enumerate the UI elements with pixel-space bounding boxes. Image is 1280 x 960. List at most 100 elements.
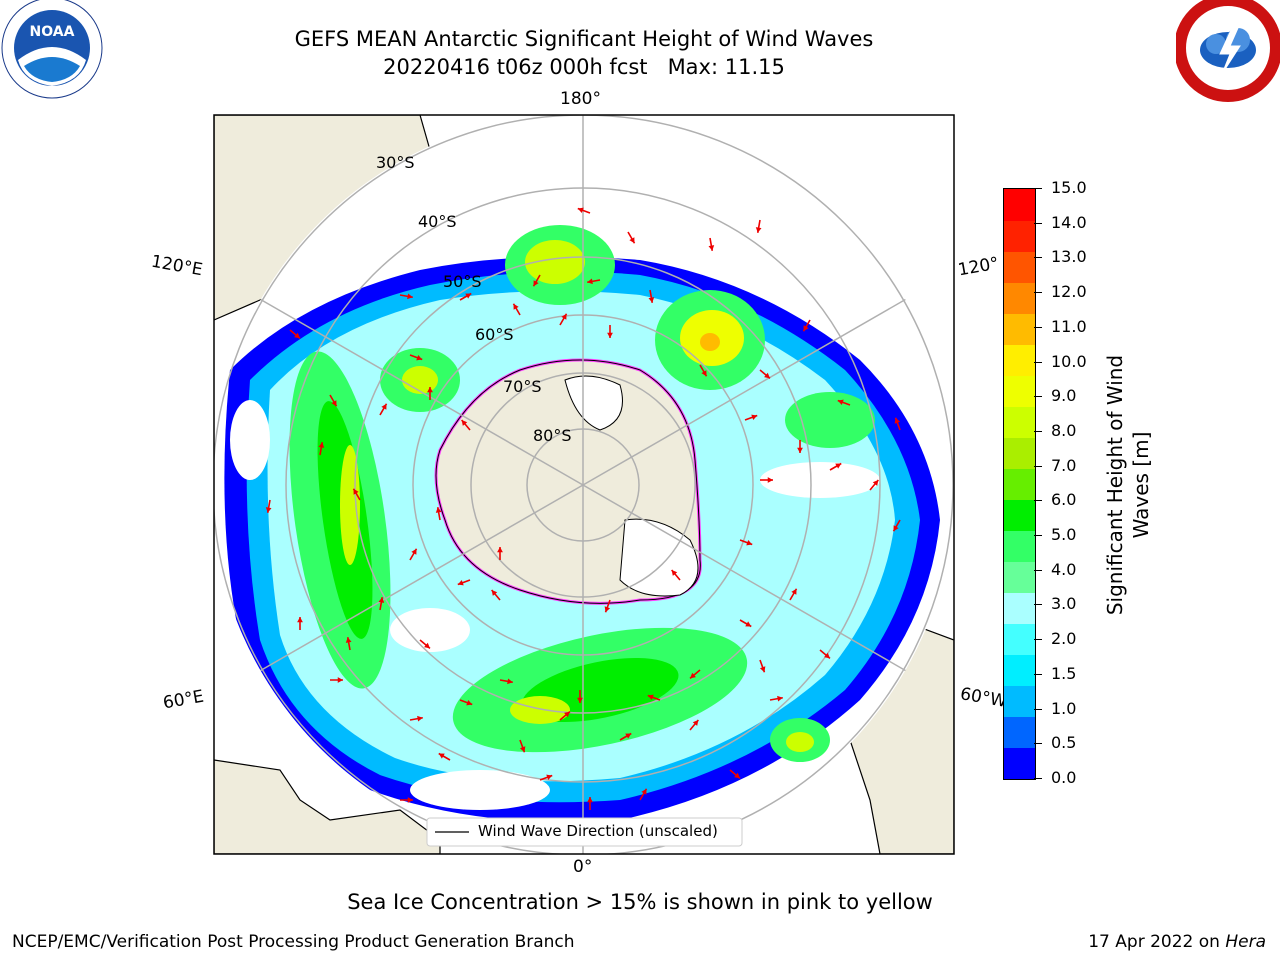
colorbar-tick [1034, 604, 1042, 606]
footer-date-text: 17 Apr 2022 on [1088, 932, 1226, 952]
colorbar-tick-label: 7.0 [1051, 455, 1077, 475]
wind-arrow-head [734, 772, 740, 779]
wind-arrow-head [416, 354, 423, 361]
wind-arrow-head [337, 677, 343, 683]
colorbar-tick [1034, 292, 1042, 294]
footer-credit: NCEP/EMC/Verification Post Processing Pr… [12, 932, 575, 952]
chart-subtitle: 20220416 t06z 000h fcst Max: 11.15 [383, 55, 785, 79]
colorbar-tick-label: 15.0 [1051, 178, 1087, 197]
wind-arrow-head [417, 715, 423, 722]
wind-arrow-head [641, 788, 647, 795]
wind-arrow-head [751, 414, 758, 421]
colorbar-tick-label: 14.0 [1051, 212, 1087, 232]
lat-label-80s: 80°S [533, 426, 572, 445]
wind-arrow-head [671, 570, 678, 576]
legend [426, 817, 743, 847]
colorbar-tick-label: 13.0 [1051, 247, 1087, 267]
wind-arrow-head [407, 797, 413, 803]
wind-arrow-head [745, 621, 752, 627]
wind-arrow-head [297, 617, 303, 623]
colorbar-tick [1034, 639, 1042, 641]
lat-label-60s: 60°S [475, 325, 514, 344]
wind-arrow-head [803, 325, 809, 332]
colorbar-tick-label: 3.0 [1051, 594, 1077, 614]
colorbar-tick [1034, 222, 1042, 224]
footer-host: Hera [1225, 932, 1266, 952]
wind-arrow-head [587, 278, 593, 285]
wind-arrow-head [835, 463, 842, 469]
wind-arrow-head [629, 237, 635, 244]
wind-arrow-head [465, 293, 472, 299]
colorbar-tick [1034, 326, 1042, 328]
colorbar-segment [1004, 437, 1035, 469]
colorbar-tick [1034, 188, 1042, 189]
wind-arrow-head [331, 400, 337, 407]
wind-arrow-head [564, 711, 570, 718]
colorbar-tick-label: 0.0 [1051, 768, 1077, 787]
colorbar-tick [1034, 257, 1042, 259]
wind-arrow-head [407, 293, 413, 300]
map-frame [213, 114, 955, 855]
colorbar-tick-label: 5.0 [1051, 525, 1077, 545]
wind-arrow-head [381, 403, 387, 410]
colorbar-tick [1034, 535, 1042, 537]
wind-arrow-head [746, 539, 753, 546]
legend-text: Wind Wave Direction (unscaled) [478, 822, 718, 840]
colorbar-tick [1034, 708, 1042, 710]
wind-arrow-head [872, 480, 879, 486]
colorbar-segment [1004, 592, 1035, 625]
wind-arrow-head [353, 488, 359, 495]
colorbar-tick [1034, 743, 1042, 745]
colorbar-segment [1004, 282, 1035, 314]
colorbar-segment [1004, 313, 1035, 345]
colorbar-segment [1004, 344, 1035, 376]
wind-arrow-head [466, 699, 473, 706]
colorbar-segment [1004, 623, 1035, 656]
wind-arrow-head [427, 387, 433, 393]
chart-title: GEFS MEAN Antarctic Significant Height o… [294, 27, 874, 51]
wave-height-maxima [289, 225, 875, 762]
national-weather-service-logo [1176, 0, 1280, 102]
wind-arrow-head [345, 637, 352, 643]
wind-arrow-head [438, 753, 445, 759]
footer-date: 17 Apr 2022 on Hera [1088, 932, 1266, 952]
wind-arrow-head [435, 507, 442, 513]
wind-arrow-head [692, 720, 699, 726]
colorbar-segment [1004, 220, 1035, 252]
wind-arrow-head [767, 477, 773, 483]
lon-label-0: 0° [573, 857, 593, 877]
colorbar-segment [1004, 716, 1035, 749]
wind-arrow-head [265, 507, 272, 513]
wind-arrow-head [894, 417, 901, 424]
colorbar-tick-label: 2.0 [1051, 629, 1077, 649]
wind-arrow-head [607, 332, 613, 338]
wind-arrow-head [491, 590, 498, 596]
wind-arrow-head [797, 447, 803, 453]
colorbar-segment [1004, 375, 1035, 407]
wind-arrow-head [546, 774, 553, 781]
wind-arrow-head [457, 579, 464, 586]
lat-label-30s: 30°S [376, 153, 415, 172]
lat-label-50s: 50°S [443, 272, 482, 291]
lon-label-180: 180° [560, 89, 601, 109]
noaa-logo: NOAA [1, 0, 103, 99]
colorbar-segment [1004, 189, 1035, 221]
wind-arrow-head [577, 697, 583, 703]
wind-arrow-head [604, 606, 611, 613]
wind-arrow-head [759, 666, 766, 673]
colorbar-title: Significant Height of Wind Waves [m] [1103, 354, 1153, 616]
wind-arrow-head [461, 420, 468, 426]
colorbar-tick-label: 1.0 [1051, 698, 1077, 718]
wind-arrow-head [497, 547, 503, 553]
colorbar-tick [1034, 361, 1042, 363]
wind-arrow-head [411, 548, 417, 555]
wind-arrow-head [533, 280, 539, 287]
colorbar-tick-label: 11.0 [1051, 316, 1087, 336]
colorbar-tick-label: 6.0 [1051, 490, 1077, 510]
colorbar-segment [1004, 406, 1035, 438]
colorbar-segment [1004, 685, 1035, 718]
colorbar-tick-label: 1.5 [1051, 663, 1077, 683]
wind-arrow-head [625, 733, 632, 739]
lat-label-70s: 70°S [503, 377, 542, 396]
